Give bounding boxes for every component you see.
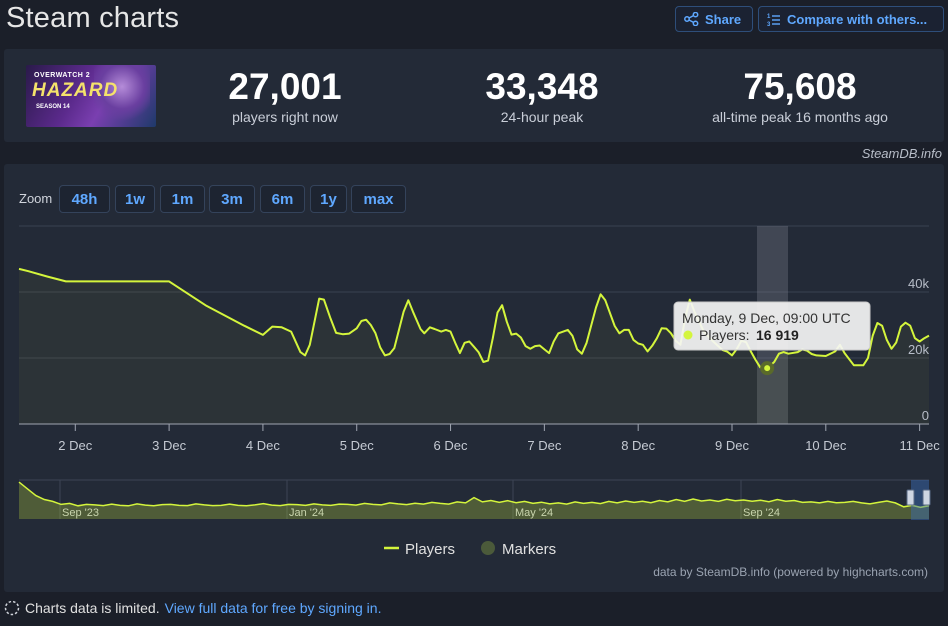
zoom-1m-button[interactable]: 1m [160,185,205,213]
thumbnail-game-title: OVERWATCH 2 [34,72,91,79]
stat-label: all-time peak 16 months ago [712,109,888,125]
chart-credit[interactable]: data by SteamDB.info (powered by highcha… [653,565,928,579]
zoom-1w-button[interactable]: 1w [115,185,155,213]
footer-text: Charts data is limited. [25,600,160,616]
share-label: Share [705,11,742,27]
page-title: Steam charts [6,2,180,34]
source-label[interactable]: SteamDB.info [861,146,942,161]
zoom-max-button[interactable]: max [351,185,406,213]
stat-players-now: 27,001 players right now [212,66,358,126]
zoom-1y-button[interactable]: 1y [310,185,347,213]
zoom-label: Zoom [19,191,53,206]
svg-text:1: 1 [767,14,771,20]
stat-value: 33,348 [485,66,599,107]
chart-panel [4,164,944,592]
footer-notice: Charts data is limited. View full data f… [4,600,381,616]
compare-button[interactable]: 1 3 Compare with others... [758,6,944,32]
sign-in-link[interactable]: View full data for free by signing in. [164,600,382,616]
share-icon [684,12,699,26]
stat-24h-peak: 33,348 24-hour peak [462,66,622,126]
loading-spinner-icon [4,600,20,616]
hero-figure [94,65,150,127]
share-button[interactable]: Share [675,6,753,32]
zoom-6m-button[interactable]: 6m [260,185,305,213]
stat-label: 24-hour peak [500,109,584,125]
stat-value: 75,608 [743,66,857,107]
compare-label: Compare with others... [787,11,928,27]
stats-panel: OVERWATCH 2 HAZARD SEASON 14 [4,49,944,142]
zoom-48h-button[interactable]: 48h [59,185,110,213]
stat-label: players right now [232,109,338,125]
thumbnail-season: SEASON 14 [36,104,70,110]
zoom-3m-button[interactable]: 3m [209,185,255,213]
game-thumbnail[interactable]: OVERWATCH 2 HAZARD SEASON 14 [26,65,156,127]
thumbnail-event-title: HAZARD [32,80,119,101]
svg-text:3: 3 [767,22,771,27]
stat-all-time-peak: 75,608 all-time peak 16 months ago [690,66,910,126]
ordered-list-icon: 1 3 [767,14,780,27]
stat-value: 27,001 [228,66,342,107]
